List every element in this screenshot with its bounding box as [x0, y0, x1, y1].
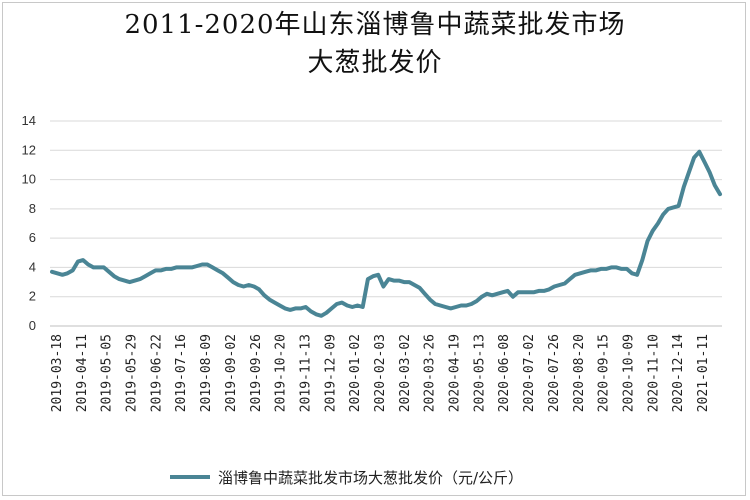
x-tick-label: 2019-11-13 — [298, 334, 313, 412]
x-tick-label: 2020-01-02 — [348, 334, 363, 412]
chart-title-line-1: 2011-2020年山东淄博鲁中蔬菜批发市场 — [124, 10, 626, 40]
series-line-0 — [50, 149, 722, 318]
x-tick-label: 2021-01-11 — [696, 334, 711, 412]
x-tick-label: 2020-05-13 — [472, 334, 487, 412]
x-tick-label: 2019-12-09 — [323, 334, 338, 412]
legend-label: 淄博鲁中蔬菜批发市场大葱批发价（元/公斤） — [218, 468, 524, 487]
legend: 淄博鲁中蔬菜批发市场大葱批发价（元/公斤） — [170, 466, 523, 488]
x-tick-label: 2019-08-09 — [199, 334, 214, 412]
y-tick-label: 10 — [22, 172, 36, 187]
x-tick-label: 2020-03-26 — [423, 334, 438, 412]
x-tick-label: 2019-06-22 — [149, 334, 164, 412]
y-tick-label: 4 — [29, 259, 36, 274]
x-tick-label: 2019-09-26 — [249, 334, 264, 412]
x-tick-label: 2020-11-10 — [646, 334, 661, 412]
x-tick-label: 2020-06-08 — [497, 334, 512, 412]
x-tick-label: 2020-10-09 — [621, 334, 636, 412]
y-tick-label: 0 — [29, 318, 36, 333]
x-tick-label: 2019-05-05 — [100, 334, 115, 412]
x-tick-label: 2020-03-02 — [398, 334, 413, 412]
x-tick-label: 2019-09-02 — [224, 334, 239, 412]
x-tick-label: 2019-03-18 — [50, 334, 65, 412]
x-tick-label: 2019-07-16 — [174, 334, 189, 412]
y-tick-label: 14 — [22, 113, 36, 128]
x-tick-label: 2019-10-20 — [274, 334, 289, 412]
x-tick-label: 2020-12-14 — [671, 334, 686, 412]
chart-title: 2011-2020年山东淄博鲁中蔬菜批发市场 大葱批发价 — [0, 6, 750, 82]
legend-swatch — [170, 475, 210, 479]
x-tick-label: 2020-07-26 — [547, 334, 562, 412]
x-tick-label: 2020-02-03 — [373, 334, 388, 412]
x-tick-label: 2020-07-02 — [522, 334, 537, 412]
y-tick-label: 6 — [29, 230, 36, 245]
x-tick-label: 2020-08-20 — [572, 334, 587, 412]
y-tick-label: 8 — [29, 201, 36, 216]
y-tick-label: 12 — [22, 142, 36, 157]
x-tick-label: 2020-04-19 — [448, 334, 463, 412]
x-tick-label: 2019-05-29 — [125, 334, 140, 412]
y-tick-label: 2 — [29, 289, 36, 304]
x-tick-label: 2020-09-15 — [597, 334, 612, 412]
chart-title-line-2: 大葱批发价 — [307, 48, 443, 78]
x-tick-label: 2019-04-11 — [75, 334, 90, 412]
